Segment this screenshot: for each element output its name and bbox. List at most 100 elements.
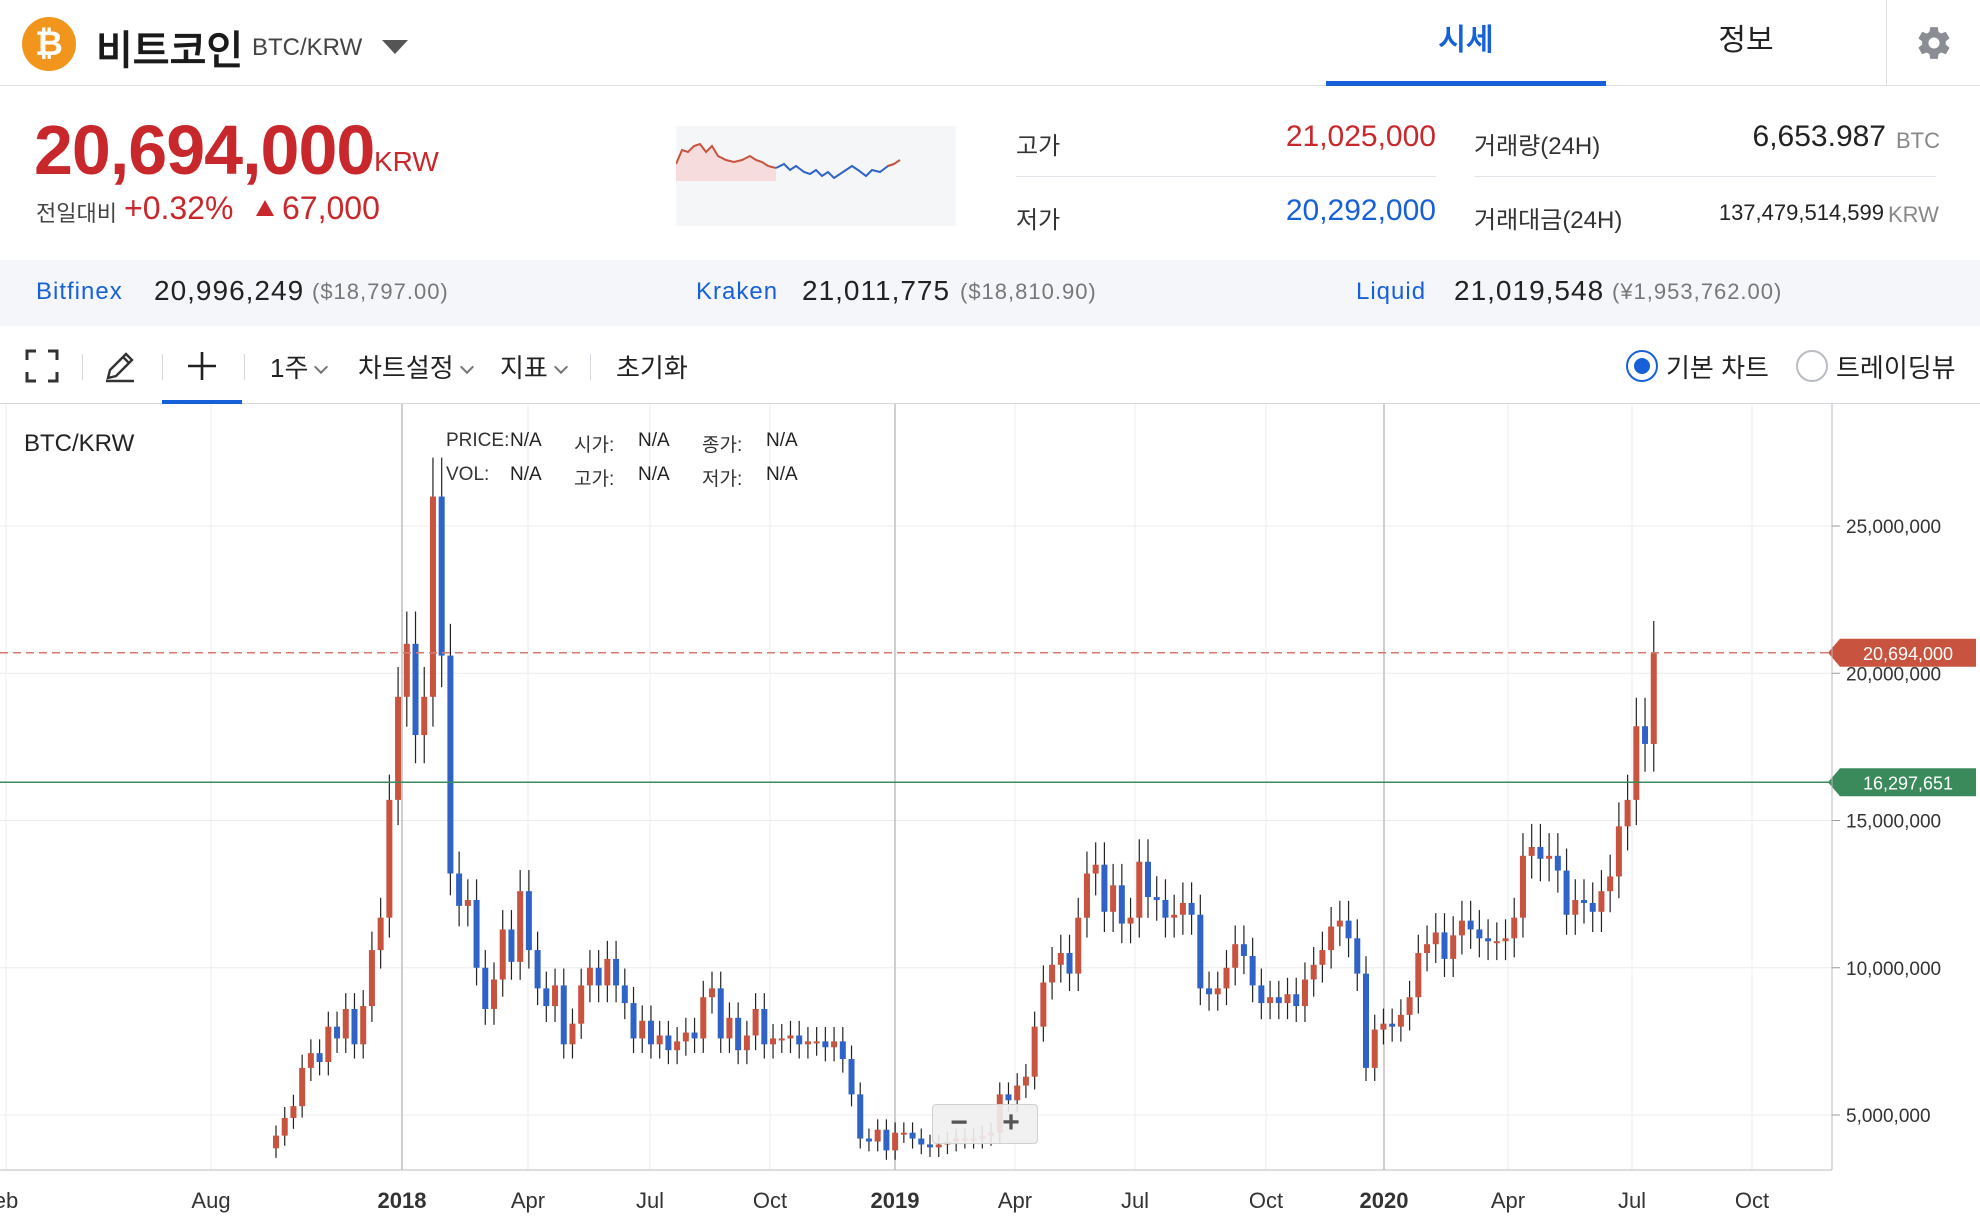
candle-body [1624, 799, 1631, 827]
candle-up [552, 968, 559, 1022]
candle-down [1240, 925, 1247, 975]
x-tick-label: Jul [1618, 1188, 1646, 1213]
tab-info[interactable]: 정보 [1718, 24, 1774, 57]
settings-button[interactable] [1886, 0, 1980, 86]
info-close-label: 종가: [702, 435, 743, 456]
candle-body [1519, 855, 1526, 918]
zoom-in-button[interactable]: + [1002, 1106, 1020, 1139]
candle-body [368, 950, 375, 1007]
candle-body [613, 958, 620, 986]
gear-icon [1918, 27, 1950, 59]
candle-body [743, 1035, 750, 1051]
candle-body [1432, 932, 1439, 945]
candle-up [656, 1020, 663, 1059]
chart-settings-dropdown[interactable]: 차트설정 [358, 348, 474, 385]
candle-up [604, 940, 611, 1003]
candle-down [508, 910, 515, 980]
exchange-name-kraken[interactable]: Kraken [696, 278, 779, 305]
candle-up [1057, 934, 1064, 983]
candle-down [595, 950, 602, 1003]
candle-body [1642, 726, 1649, 744]
radio-tradingview[interactable] [1796, 350, 1828, 382]
candle-up [464, 879, 471, 927]
mini-price-chart [675, 126, 956, 226]
zoom-out-button[interactable]: − [950, 1106, 968, 1139]
interval-dropdown[interactable]: 1주 [270, 348, 329, 385]
info-low-value: N/A [766, 464, 798, 485]
candle-up [1223, 950, 1230, 1006]
candle-body [316, 1053, 323, 1062]
indicators-dropdown[interactable]: 지표 [500, 348, 568, 385]
coin-dropdown-chevron-down-icon[interactable] [382, 40, 408, 54]
radio-basic-chart-label[interactable]: 기본 차트 [1666, 353, 1769, 383]
exchange-name-bitfinex[interactable]: Bitfinex [36, 278, 123, 305]
candle-body [499, 929, 506, 980]
y-tick-label: 5,000,000 [1846, 1106, 1931, 1127]
exchange-value-kraken: 21,011,775 [802, 275, 951, 306]
candlestick-chart-svg[interactable]: 20,694,000 16,297,651 25,000,000 20,000,00… [0, 404, 1980, 1232]
volume-label: 거래량(24H) [1474, 133, 1601, 160]
candle-up [770, 1023, 777, 1059]
exchange-value-liquid: 21,019,548 [1454, 275, 1605, 306]
candle-up [1040, 965, 1047, 1042]
price-chart[interactable]: 20,694,000 16,297,651 25,000,000 20,000,00… [0, 404, 1980, 1232]
pencil-icon[interactable] [102, 348, 138, 384]
candle-up [1214, 971, 1221, 1011]
candle-down [316, 1039, 323, 1076]
candle-up [1301, 962, 1308, 1022]
x-tick-label: Oct [1249, 1188, 1283, 1213]
x-tick-label: eb [0, 1188, 18, 1213]
candle-up [1493, 922, 1500, 961]
candle-body [1301, 979, 1308, 1007]
y-tick-label: 25,000,000 [1846, 517, 1941, 538]
candle-up [1371, 1014, 1378, 1082]
candle-body [1162, 900, 1169, 918]
crosshair-plus-icon[interactable] [184, 348, 220, 384]
mini-chart-line-up [675, 142, 777, 169]
interval-label: 1주 [270, 353, 309, 383]
candle-up [342, 993, 349, 1053]
candle-down [613, 940, 620, 1003]
candle-body [403, 643, 410, 697]
candle-body [682, 1032, 689, 1042]
candle-body [900, 1132, 907, 1135]
candle-body [1502, 938, 1509, 942]
candle-body [1554, 855, 1561, 871]
candle-up [1336, 900, 1343, 947]
exchange-name-liquid[interactable]: Liquid [1356, 278, 1427, 305]
info-open-label: 시가: [574, 435, 615, 456]
candle-body [386, 799, 393, 918]
candle-down [761, 993, 768, 1059]
radio-tradingview-label[interactable]: 트레이딩뷰 [1836, 353, 1956, 383]
trade-amount-value: 137,479,514,599 [1718, 200, 1884, 225]
candle-down [796, 1020, 803, 1059]
x-tick-label: 2019 [871, 1188, 920, 1213]
candle-down [1589, 882, 1596, 932]
candle-down [1153, 876, 1160, 921]
radio-basic-chart[interactable] [1626, 350, 1658, 382]
candle-up [787, 1020, 794, 1053]
candle-down [918, 1128, 925, 1155]
candle-body [1145, 861, 1151, 898]
candle-body [429, 496, 436, 697]
coin-pair: BTC/KRW [252, 34, 363, 61]
divider [244, 354, 245, 380]
fullscreen-icon[interactable] [24, 348, 60, 384]
candle-body [839, 1041, 846, 1060]
candle-body [848, 1059, 855, 1095]
candle-body [1354, 938, 1361, 974]
candle-down [1145, 839, 1151, 918]
candle-body [1284, 994, 1291, 1004]
active-tool-indicator [162, 400, 242, 404]
candle-body [735, 1017, 742, 1051]
candle-up [1458, 900, 1465, 955]
candle-body [517, 891, 524, 962]
reset-button[interactable]: 초기화 [616, 353, 688, 383]
candle-body [918, 1138, 925, 1145]
candle-body [1493, 941, 1500, 944]
tab-market-price[interactable]: 시세 [1326, 0, 1606, 86]
candle-body [1572, 900, 1579, 915]
candle-down [883, 1119, 890, 1160]
chart-toolbar: 1주 차트설정 지표 초기화 기본 차트 트레이딩뷰 [0, 326, 1980, 404]
candle-body [447, 655, 454, 874]
